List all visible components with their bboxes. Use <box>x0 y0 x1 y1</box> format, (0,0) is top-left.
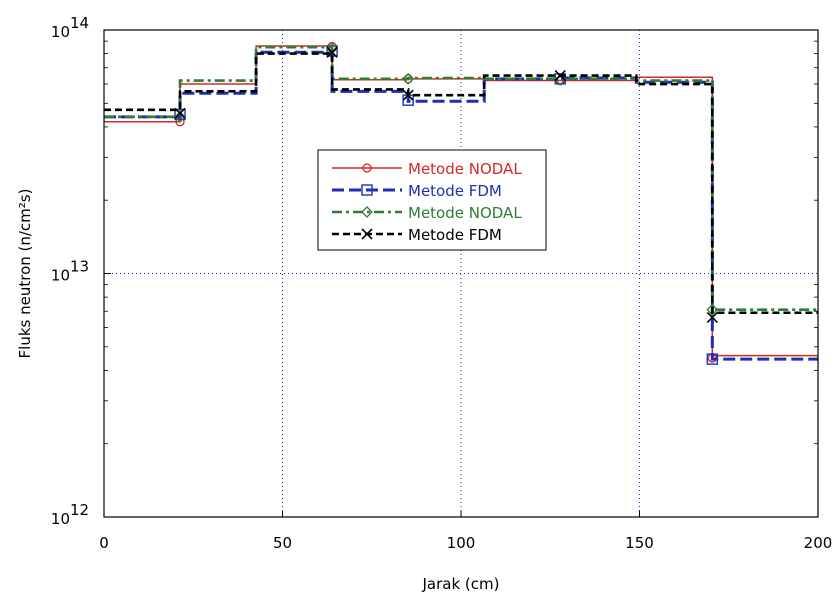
data-point <box>326 46 338 58</box>
legend: Metode NODAL Metode FDM Metode NODAL Metode… <box>317 149 547 251</box>
data-point <box>174 107 186 119</box>
y-tick-exponent: 13 <box>70 258 89 276</box>
legend-label: Metode NODAL <box>408 204 522 222</box>
y-axis-label: Fluks neutron (n/cm²s) <box>16 189 34 359</box>
legend-marker <box>361 228 373 240</box>
data-point <box>174 108 186 121</box>
data-point <box>706 311 718 324</box>
legend-marker <box>361 206 373 218</box>
data-point <box>326 42 339 55</box>
series-line-2 <box>104 50 818 361</box>
x-tick-label: 100 <box>447 534 476 552</box>
grid <box>104 30 818 517</box>
x-axis-label: Jarak (cm) <box>422 575 500 593</box>
y-tick-label: 10 <box>51 510 70 528</box>
y-tick-exponent: 12 <box>70 501 89 519</box>
series-line-3 <box>104 45 818 312</box>
x-tick-label: 0 <box>99 534 109 552</box>
x-tick-label: 200 <box>804 534 833 552</box>
data-point <box>706 303 719 316</box>
legend-label: Metode FDM <box>408 226 502 244</box>
x-tick-label: 150 <box>625 534 654 552</box>
data-point <box>706 353 719 365</box>
series-group <box>104 41 818 365</box>
legend-label: Metode NODAL <box>408 160 522 178</box>
x-tick-label: 50 <box>273 534 292 552</box>
data-point <box>402 72 415 85</box>
data-point <box>554 69 566 82</box>
data-point <box>174 110 186 123</box>
y-tick-label: 10 <box>51 267 70 285</box>
data-point <box>402 89 414 101</box>
y-tick-label: 10 <box>51 23 70 41</box>
legend-label: Metode FDM <box>408 182 502 200</box>
legend-marker <box>362 163 372 173</box>
x-axis-ticks: 0 50 100 150 200 <box>99 511 832 552</box>
legend-marker <box>361 184 373 196</box>
y-tick-exponent: 14 <box>70 14 89 32</box>
